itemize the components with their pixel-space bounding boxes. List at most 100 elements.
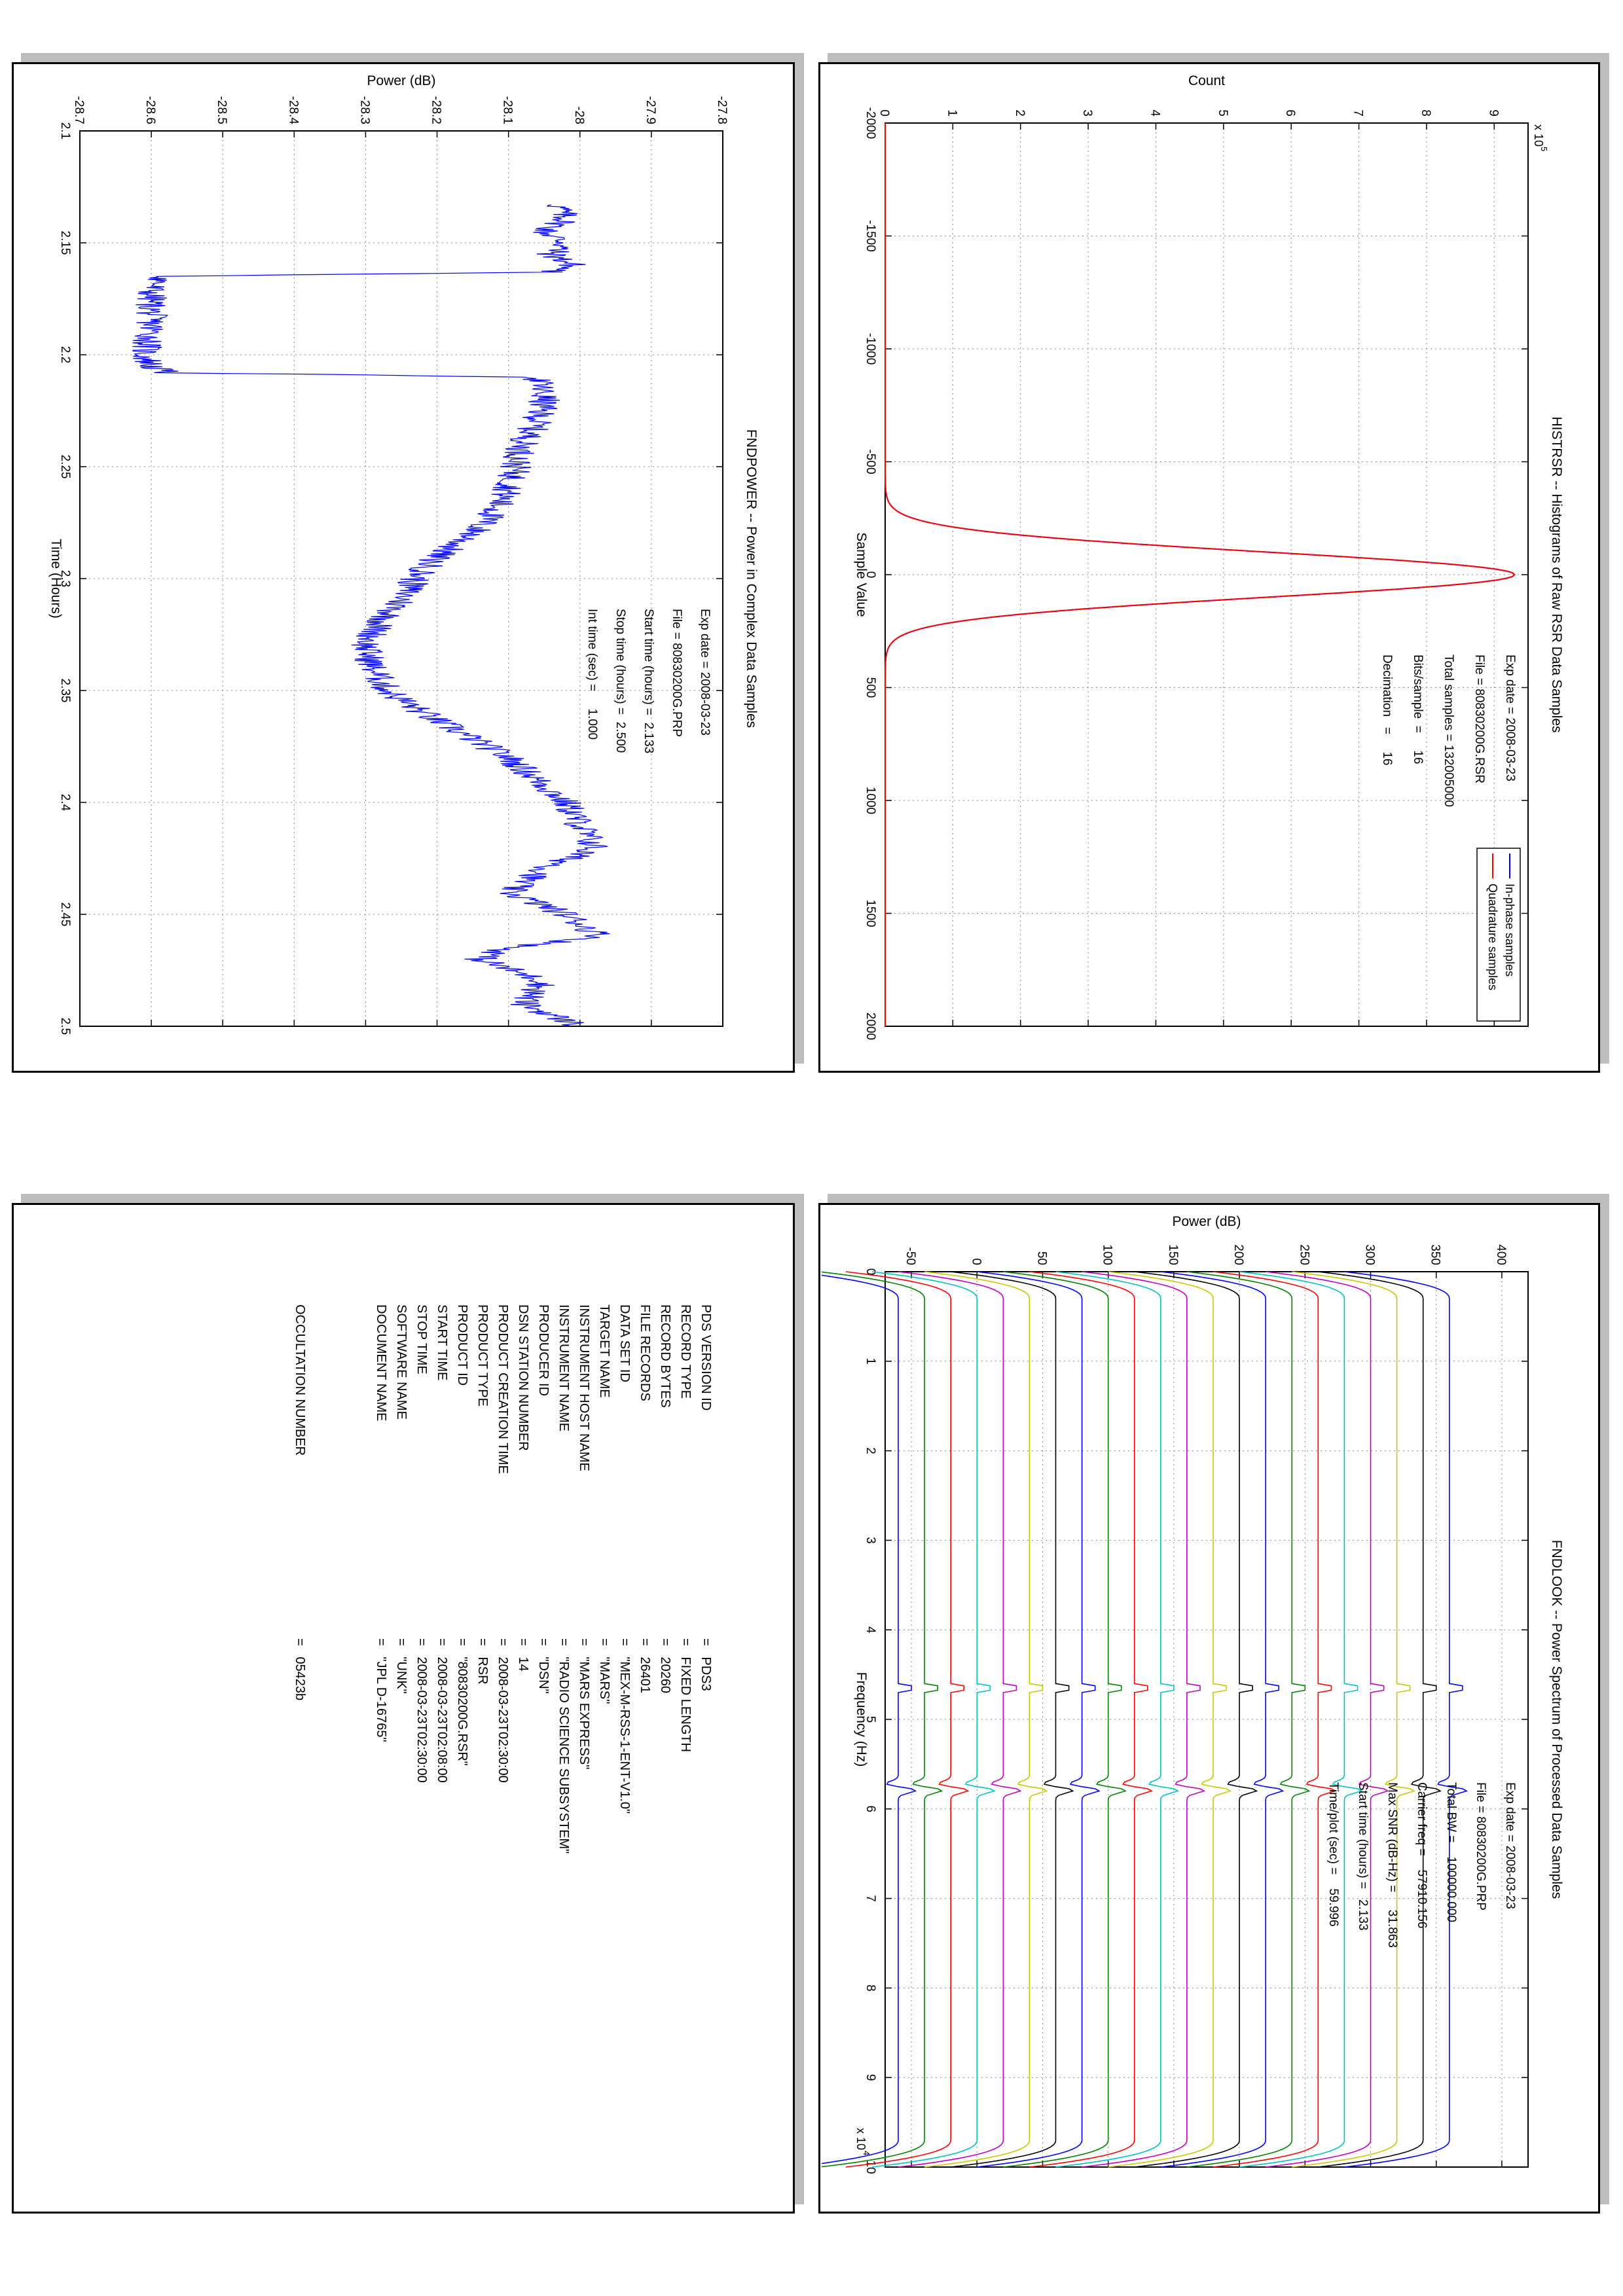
info-line: File = 80830200G.RSR: [1472, 655, 1486, 783]
y-tick-label: 4: [1148, 109, 1161, 117]
x-tick-label: 5: [864, 1716, 877, 1723]
label-value: = "MEX-M-RSS-1-ENT-V1.0": [617, 1638, 632, 1814]
x-tick-label: 500: [864, 677, 877, 698]
info-line: Start time (hours) = 2.133: [1356, 1782, 1370, 1931]
x-tick-label: -1000: [864, 333, 877, 365]
label-key: TARGET NAME: [597, 1304, 611, 1398]
label-key: SOFTWARE NAME: [394, 1304, 409, 1420]
occultation-key: OCCULTATION NUMBER: [293, 1304, 307, 1456]
info-line: Time/plot (sec) = 59.996: [1326, 1782, 1340, 1927]
fndpower-figure: 2.1 2.15 2.2 2.25 2.3 2.35 2.4 2.45 2.5 -28.7 -28.…: [15, 65, 792, 1069]
label-value: = "80830200G.RSR": [455, 1638, 469, 1766]
label-table: PDS VERSION ID = PDS3 RECORD TYPE = FIXED L…: [15, 1206, 792, 2210]
y-exponent: x 10: [1532, 124, 1545, 147]
x-tick-label: 7: [864, 1895, 877, 1902]
label-value: = PDS3: [699, 1638, 713, 1691]
label-value: = "UNK": [394, 1638, 409, 1694]
x-axis-label: Sample Value: [854, 532, 869, 617]
x-exponent-power: 4: [862, 2151, 871, 2155]
spectrum-line-12: [1029, 1271, 1153, 2168]
power-series-line: [132, 204, 610, 1026]
label-value: = "DSN": [536, 1638, 551, 1694]
spectrum-line-13: [1003, 1271, 1127, 2168]
x-tick-label: 2.25: [58, 455, 72, 479]
x-axis-label: Frequency (Hz): [854, 1672, 869, 1767]
spectrum-line-11: [1055, 1271, 1180, 2168]
y-tick-label: 300: [1363, 1244, 1377, 1265]
label-value: = 26401: [638, 1638, 652, 1693]
x-tick-label: 1500: [864, 899, 877, 927]
info-line: Decimation = 16: [1380, 655, 1394, 766]
info-line: Max SNR (dB-Hz) = 31.863: [1385, 1782, 1399, 1948]
spectrum-line-7: [1160, 1271, 1285, 2168]
label-value: = "MARS EXPRESS": [577, 1638, 591, 1770]
label-value: = 2008-03-23T02:30:00: [414, 1638, 429, 1783]
legend-entry: Quadrature samples: [1486, 884, 1499, 990]
info-line: Total samples = 132005000: [1442, 655, 1455, 807]
y-tick-label: 1: [945, 109, 958, 117]
spectrum-line-5: [1213, 1271, 1337, 2168]
x-tick-label: 2.1: [58, 122, 72, 139]
y-tick-label: -28.7: [72, 96, 86, 124]
spectrum-line-9: [1108, 1271, 1232, 2168]
label-value: = RSR: [475, 1638, 490, 1685]
y-tick-label: -27.9: [644, 96, 657, 124]
x-tick-label: 2000: [864, 1013, 877, 1040]
x-tick-label: -2000: [864, 107, 877, 139]
label-key: RECORD TYPE: [678, 1304, 693, 1399]
info-line: Start time (hours) = 2.133: [642, 609, 655, 753]
info-line: Exp date = 2008-03-23: [698, 609, 712, 736]
histrsr-figure: -2000 -1500 -1000 -500 0 500 1000 1500 2000 0 1 2 3 4…: [822, 65, 1597, 1069]
x-tick-label: 4: [864, 1626, 877, 1634]
y-axis-label: Count: [1188, 73, 1225, 88]
y-tick-label: -27.8: [715, 96, 729, 124]
histrsr-panel: -2000 -1500 -1000 -500 0 500 1000 1500 2000 0 1 2 3 4…: [818, 62, 1600, 1073]
label-value: = "MARS": [597, 1638, 611, 1704]
label-figure: PDS VERSION ID = PDS3 RECORD TYPE = FIXED L…: [15, 1206, 792, 2210]
label-value: = "JPL D-16765": [374, 1638, 388, 1742]
spectrum-line-20: [820, 1271, 943, 2168]
x-tick-label: 0: [864, 1268, 877, 1276]
label-key: PDS VERSION ID: [699, 1304, 713, 1411]
x-tick-label: 2.3: [58, 570, 72, 587]
x-tick-label: 8: [864, 1984, 877, 1992]
x-axis-label: Time (Hours): [48, 539, 64, 619]
x-tick-label: 2.15: [58, 231, 72, 255]
y-tick-label: 100: [1101, 1244, 1114, 1265]
fndlook-panel: 0 1 2 3 4 5 6 7 8 9 10 -50 0 50 100 150 200 250 300 350 400 F…: [818, 1203, 1600, 2214]
x-tick-label: -500: [864, 449, 877, 474]
spectrum-line-10: [1082, 1271, 1206, 2168]
y-axis-label: Power (dB): [367, 73, 435, 88]
y-tick-label: 6: [1283, 109, 1297, 117]
y-tick-label: -28.3: [357, 96, 371, 124]
y-tick-label: 250: [1297, 1244, 1311, 1265]
chart-title: FNDLOOK -- Power Spectrum of Processed D…: [1549, 1540, 1564, 1899]
y-tick-label: -28.1: [501, 96, 515, 124]
plot-frame: [79, 130, 723, 1027]
y-tick-label: 9: [1486, 109, 1500, 117]
spectrum-line-4: [1239, 1271, 1363, 2168]
info-line: Exp date = 2008-03-23: [1503, 1782, 1517, 1909]
y-tick-label: 150: [1166, 1244, 1180, 1265]
x-tick-label: 2: [864, 1447, 877, 1454]
legend-box: [1476, 848, 1521, 1022]
spectrum-line-1: [1318, 1271, 1442, 2168]
label-value: = 2008-03-23T02:30:00: [496, 1638, 510, 1783]
y-tick-label: 0: [969, 1258, 983, 1265]
y-tick-label: 2: [1013, 109, 1027, 117]
chart-title: FNDPOWER -- Power in Complex Data Sample…: [744, 429, 759, 728]
spectrum-line-18: [871, 1271, 996, 2168]
y-tick-label: -28.2: [429, 96, 443, 124]
y-tick-label: 8: [1419, 109, 1432, 117]
x-tick-label: 6: [864, 1806, 877, 1813]
label-key: START TIME: [435, 1304, 449, 1381]
y-tick-label: -28: [572, 107, 586, 124]
legend-entry: In-phase samples: [1503, 884, 1516, 977]
label-key: DOCUMENT NAME: [374, 1304, 388, 1422]
label-key: STOP TIME: [414, 1304, 429, 1374]
label-key: PRODUCT ID: [455, 1304, 469, 1386]
x-tick-label: 2.35: [58, 679, 72, 703]
label-value: = FIXED LENGTH: [678, 1638, 693, 1752]
spectrum-line-15: [951, 1271, 1074, 2168]
